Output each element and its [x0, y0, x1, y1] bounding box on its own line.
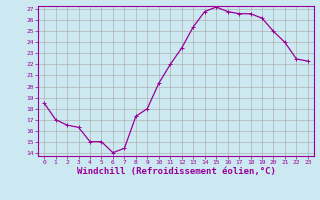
X-axis label: Windchill (Refroidissement éolien,°C): Windchill (Refroidissement éolien,°C) [76, 167, 276, 176]
